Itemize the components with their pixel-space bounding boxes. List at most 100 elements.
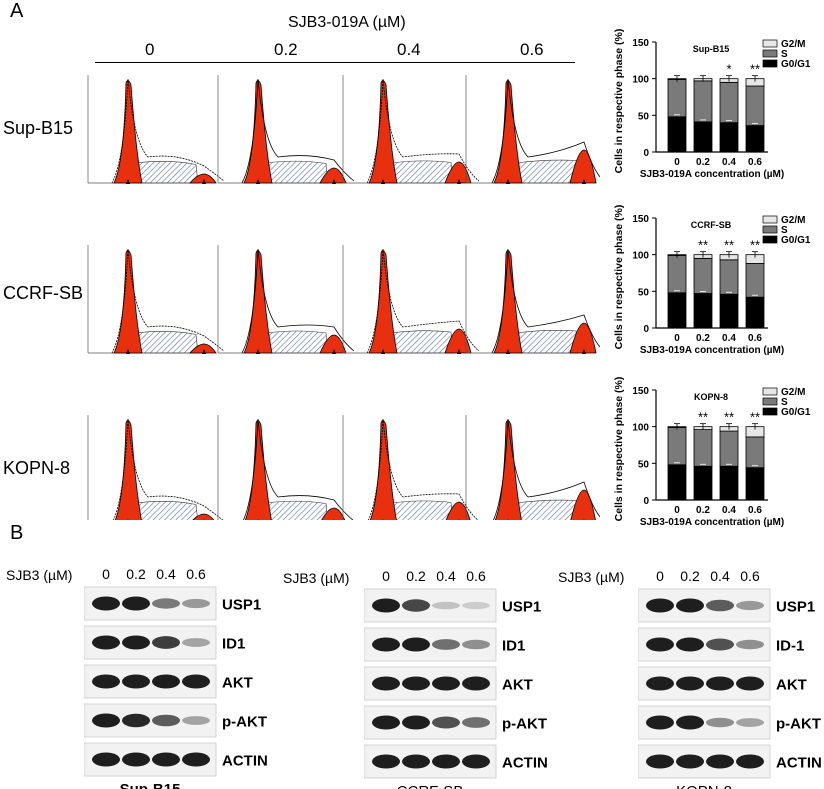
histogram-r1-c0: [87, 245, 225, 354]
bar-S-0.6: [745, 263, 765, 298]
blot-band: [646, 676, 674, 691]
blot-band: [372, 637, 400, 652]
s-phase-region: [390, 500, 454, 520]
bar-S-0.4: [719, 81, 739, 124]
peak-marker: [381, 179, 385, 184]
g2m-peak: [569, 322, 597, 354]
bar-G0G1-0.6: [745, 125, 765, 153]
legend-swatch: [762, 49, 778, 58]
blot-band: [736, 639, 764, 650]
peak-marker: [457, 349, 461, 354]
histogram-envelope: [111, 248, 225, 354]
g0g1-peak: [493, 80, 523, 184]
flow-histogram-grid: [87, 75, 600, 520]
dose-tick-label: 0.6: [186, 566, 206, 582]
chart-x-tick-label: 0.2: [696, 505, 710, 516]
bar-S-0.2: [693, 429, 713, 467]
blot-band: [706, 676, 734, 691]
dose-tick-label: 0: [656, 568, 664, 584]
chart-y-tick-label: 0: [643, 148, 649, 159]
chart-x-label: SJB3-019A concentration (µM): [640, 169, 784, 180]
peak-marker: [381, 349, 385, 354]
chart-y-tick-label: 150: [632, 38, 649, 49]
blot-band: [372, 598, 400, 613]
blot-band: [372, 754, 400, 769]
blot-band: [462, 717, 490, 728]
histogram-r2-c3: [465, 415, 600, 520]
blot-band: [462, 639, 490, 650]
western-blot-kopn8: 0 0.2 0.4 0.6 USP1 ID-1 AKT p-AKT ACTIN KOPN-8: [638, 568, 822, 789]
g2m-peak: [445, 501, 471, 520]
bar-S-0.2: [693, 257, 713, 294]
chart-y-tick-label: 150: [632, 214, 649, 225]
histogram-r0-c0: [87, 75, 225, 184]
blot-band: [92, 713, 120, 728]
chart-x-tick-label: 0.4: [722, 157, 736, 168]
dose-label-1: SJB3 (µM): [6, 567, 73, 583]
bar-G0G1-0: [667, 116, 687, 153]
s-phase-region: [265, 500, 328, 520]
protein-label: ID-1: [776, 638, 804, 655]
g2m-peak: [319, 334, 347, 354]
blot-band: [92, 674, 120, 689]
legend-label: G0/G1: [781, 235, 811, 246]
blot-band: [122, 713, 150, 728]
bar-G0G1-0.6: [745, 467, 765, 501]
blot-band: [372, 715, 400, 730]
chart-y-tick-label: 100: [632, 423, 649, 434]
blot-band: [646, 598, 674, 613]
peak-marker: [332, 179, 336, 184]
histogram-r2-c1: [217, 415, 354, 520]
peak-marker: [256, 179, 260, 184]
bar-S-0.2: [693, 80, 713, 123]
bar-S-0.6: [745, 85, 765, 126]
blot-band: [402, 637, 430, 652]
protein-label: AKT: [502, 677, 533, 694]
blot-band: [646, 754, 674, 769]
legend-label: S: [781, 49, 788, 60]
peak-marker: [582, 179, 586, 184]
peak-marker: [202, 349, 206, 354]
legend-swatch: [762, 39, 778, 48]
g0g1-peak: [243, 250, 273, 354]
histogram-r2-c0: [87, 415, 224, 520]
legend-label: G2/M: [781, 387, 805, 398]
protein-label: USP1: [776, 599, 815, 616]
blot-band: [152, 714, 180, 727]
blot-cell-line-label: KOPN-8: [676, 783, 732, 789]
blot-band: [152, 636, 180, 649]
bar-G0G1-0.2: [693, 293, 713, 329]
legend-label: S: [781, 397, 788, 408]
chart-x-label: SJB3-019A concentration (µM): [640, 345, 784, 356]
cell-cycle-chart-ccrfsb: 0 50 100 150 Cells in respective phase (%) CC…: [613, 205, 811, 356]
conc-0: 0: [145, 40, 155, 59]
bar-G0G1-0.4: [719, 122, 739, 153]
chart-y-tick-label: 50: [638, 287, 650, 298]
legend-label: G2/M: [781, 215, 805, 226]
chart-x-tick-label: 0.2: [696, 333, 710, 344]
bar-G0G1-0: [667, 464, 687, 501]
g2m-peak: [319, 167, 347, 184]
s-phase-region: [135, 161, 199, 184]
chart-y-label: Cells in respective phase (%): [613, 377, 625, 522]
protein-label: ACTIN: [222, 753, 268, 770]
chart-title: Sup-B15: [693, 44, 730, 54]
g0g1-peak: [368, 80, 398, 184]
g2m-peak: [444, 161, 472, 184]
conc-2: 0.4: [397, 40, 421, 59]
blot-band: [402, 715, 430, 730]
blot-band: [646, 715, 674, 730]
g0g1-peak: [113, 80, 143, 184]
s-phase-region: [265, 330, 329, 354]
histogram-envelope: [491, 248, 600, 354]
western-blot-ccrfsb: 0 0.2 0.4 0.6 USP1 ID1 AKT p-AKT ACTIN CCRF-SB: [364, 568, 548, 789]
peak-marker: [257, 519, 259, 520]
dose-label-2: SJB3 (µM): [283, 570, 350, 586]
blot-band: [676, 715, 704, 730]
histogram-r1-c3: [465, 245, 600, 354]
bar-S-0.4: [719, 430, 739, 467]
chart-x-tick-label: 0: [674, 505, 680, 516]
blot-band: [122, 674, 150, 689]
chart-y-tick-label: 150: [632, 386, 649, 397]
blot-band: [736, 676, 764, 691]
